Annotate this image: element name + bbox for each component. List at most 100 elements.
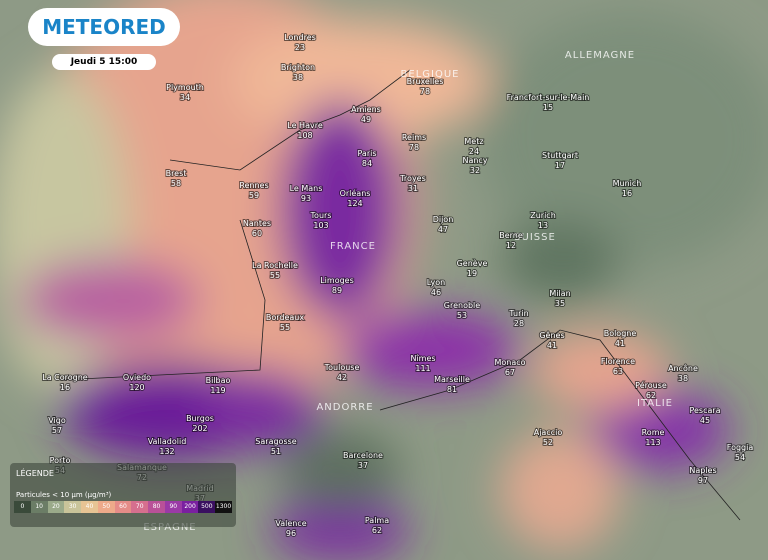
city-value: 78 xyxy=(420,87,430,96)
city-name: Limoges xyxy=(320,276,354,285)
city-value: 103 xyxy=(313,221,328,230)
country-label: SUISSE xyxy=(514,232,556,243)
city-name: Saragosse xyxy=(255,437,296,446)
legend-tick: 30 xyxy=(64,501,82,513)
city-name: Londres xyxy=(284,33,316,42)
legend-tick: 60 xyxy=(114,501,132,513)
city-name: Pérouse xyxy=(635,380,667,390)
city-value: 19 xyxy=(467,269,477,278)
country-label: ITALIE xyxy=(637,398,673,409)
city-value: 15 xyxy=(543,103,553,112)
legend-tick: 40 xyxy=(81,501,98,513)
city-value: 41 xyxy=(547,341,557,350)
city-name: Oviedo xyxy=(123,373,151,382)
city-name: Nancy xyxy=(462,156,487,165)
city-name: Florence xyxy=(601,357,635,366)
legend-tick: 200 xyxy=(181,501,199,513)
city-value: 55 xyxy=(280,323,290,332)
city-value: 108 xyxy=(297,131,312,140)
city-name: Vigo xyxy=(48,416,66,425)
city-value: 124 xyxy=(347,199,362,208)
city-value: 16 xyxy=(622,189,632,198)
legend-tick: 500 xyxy=(198,501,216,513)
city-name: Le Havre xyxy=(287,121,323,130)
city-value: 38 xyxy=(293,73,303,82)
city-value: 28 xyxy=(514,319,524,328)
coastline xyxy=(59,69,741,521)
city-value: 17 xyxy=(555,161,565,170)
country-label: BELGIQUE xyxy=(401,69,460,80)
city-name: Toulouse xyxy=(324,363,360,372)
date-badge: Jeudi 5 15:00 xyxy=(52,54,156,70)
city-name: Tours xyxy=(310,211,332,220)
legend-tick: 20 xyxy=(47,501,65,513)
city-value: 59 xyxy=(249,191,259,200)
city-value: 13 xyxy=(538,221,548,230)
city-value: 202 xyxy=(192,424,207,433)
city-value: 55 xyxy=(270,271,280,280)
city-name: Valence xyxy=(275,519,306,528)
city-name: Pescara xyxy=(689,406,720,415)
city-name: Ajaccio xyxy=(534,428,563,437)
city-name: Reims xyxy=(402,133,426,142)
city-value: 46 xyxy=(431,288,441,297)
city-name: Burgos xyxy=(186,414,214,423)
city-value: 132 xyxy=(159,447,174,456)
city-name: Grenoble xyxy=(444,301,481,310)
city-name: Nîmes xyxy=(410,354,435,363)
city-value: 62 xyxy=(646,391,656,400)
city-value: 57 xyxy=(52,426,62,435)
legend-bar: 0 10 20 30 40 50 60 70 80 90 200 500 1300 xyxy=(14,501,232,513)
city-name: Zurich xyxy=(530,211,556,220)
city-name: Munich xyxy=(613,179,642,188)
city-name: Francfort-sur-le-Main xyxy=(507,93,590,102)
city-name: Metz xyxy=(464,137,483,146)
city-value: 67 xyxy=(505,368,515,377)
city-value: 96 xyxy=(286,529,296,538)
city-value: 58 xyxy=(171,179,181,188)
city-value: 31 xyxy=(408,184,418,193)
city-value: 60 xyxy=(252,229,262,238)
city-name: Lyon xyxy=(427,278,445,287)
city-name: Bruxelles xyxy=(407,77,444,86)
city-name: Nantes xyxy=(243,219,271,228)
city-value: 41 xyxy=(615,339,625,348)
city-name: Turin xyxy=(508,309,528,318)
city-name: Monaco xyxy=(494,358,525,367)
city-value: 84 xyxy=(362,159,372,168)
city-value: 119 xyxy=(210,386,225,395)
legend-tick: 80 xyxy=(148,501,165,513)
city-name: Stuttgart xyxy=(542,151,578,160)
legend-tick: 90 xyxy=(164,501,182,513)
city-name: Brighton xyxy=(281,63,315,72)
city-value: 35 xyxy=(555,299,565,308)
city-value: 12 xyxy=(506,241,516,250)
legend-tick: 1300 xyxy=(215,501,232,513)
city-name: Rennes xyxy=(239,181,268,190)
city-value: 32 xyxy=(470,166,480,175)
country-label: ESPAGNE xyxy=(143,522,196,533)
city-name: Plymouth xyxy=(166,83,204,92)
city-value: 120 xyxy=(129,383,144,392)
legend-subtitle: Particules < 10 µm (µg/m³) xyxy=(16,491,112,499)
country-label: ALLEMAGNE xyxy=(565,50,635,61)
legend-tick: 70 xyxy=(131,501,149,513)
city-name: Milan xyxy=(549,289,570,298)
legend-title: LÉGENDE xyxy=(16,469,54,478)
legend: LÉGENDE Particules < 10 µm (µg/m³) 0 10 20… xyxy=(10,463,236,527)
city-value: 78 xyxy=(409,143,419,152)
legend-tick: 10 xyxy=(30,501,48,513)
city-name: Paris xyxy=(357,149,376,158)
city-value: 113 xyxy=(645,438,660,447)
city-name: Gênes xyxy=(539,330,564,340)
city-name: Marseille xyxy=(434,375,470,384)
city-value: 51 xyxy=(271,447,281,456)
city-name: Orléans xyxy=(340,188,371,198)
city-value: 93 xyxy=(301,194,311,203)
city-value: 45 xyxy=(700,416,710,425)
city-name: Bordeaux xyxy=(266,313,305,322)
city-value: 24 xyxy=(469,147,479,156)
